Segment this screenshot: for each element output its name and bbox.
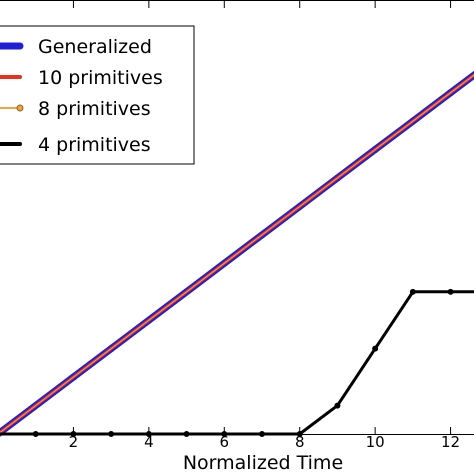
series-lines [0, 70, 474, 437]
data-point [107, 345, 115, 353]
legend-marker [16, 104, 24, 112]
legend-label: 4 primitives [38, 134, 151, 156]
data-point [372, 345, 379, 352]
x-tick-label: 10 [366, 433, 385, 451]
data-point [32, 402, 40, 410]
data-point [409, 117, 417, 125]
data-point [220, 259, 228, 267]
data-point [32, 431, 39, 437]
data-point [447, 288, 454, 295]
data-point [259, 431, 265, 437]
data-point [447, 89, 455, 97]
legend-label: 10 primitives [38, 67, 163, 89]
x-ticks: 2 4 6 8 10 12 [69, 1, 460, 451]
data-point [69, 373, 77, 381]
legend-box [0, 25, 195, 165]
data-point [145, 316, 153, 324]
x-tick-label: 6 [220, 433, 230, 451]
x-tick-label: 12 [441, 433, 460, 451]
data-point [409, 288, 416, 295]
data-point [258, 231, 266, 239]
legend-label: 8 primitives [38, 98, 151, 120]
series-line-4-primitives [0, 290, 474, 436]
legend-label: Generalized [38, 36, 152, 58]
data-point [371, 146, 379, 154]
data-point [296, 202, 304, 210]
x-tick-label: 2 [69, 433, 79, 451]
x-tick-label: 4 [144, 433, 154, 451]
data-point [333, 174, 341, 182]
legend: Generalized 10 primitives 8 primitives 4 pr… [0, 25, 195, 165]
data-point [108, 431, 115, 437]
x-tick-label: 8 [295, 433, 305, 451]
series-line-8-primitives [0, 74, 474, 434]
data-point [183, 288, 191, 296]
data-point [183, 431, 190, 437]
data-point [334, 402, 341, 409]
x-axis-label: Normalized Time [183, 452, 343, 474]
